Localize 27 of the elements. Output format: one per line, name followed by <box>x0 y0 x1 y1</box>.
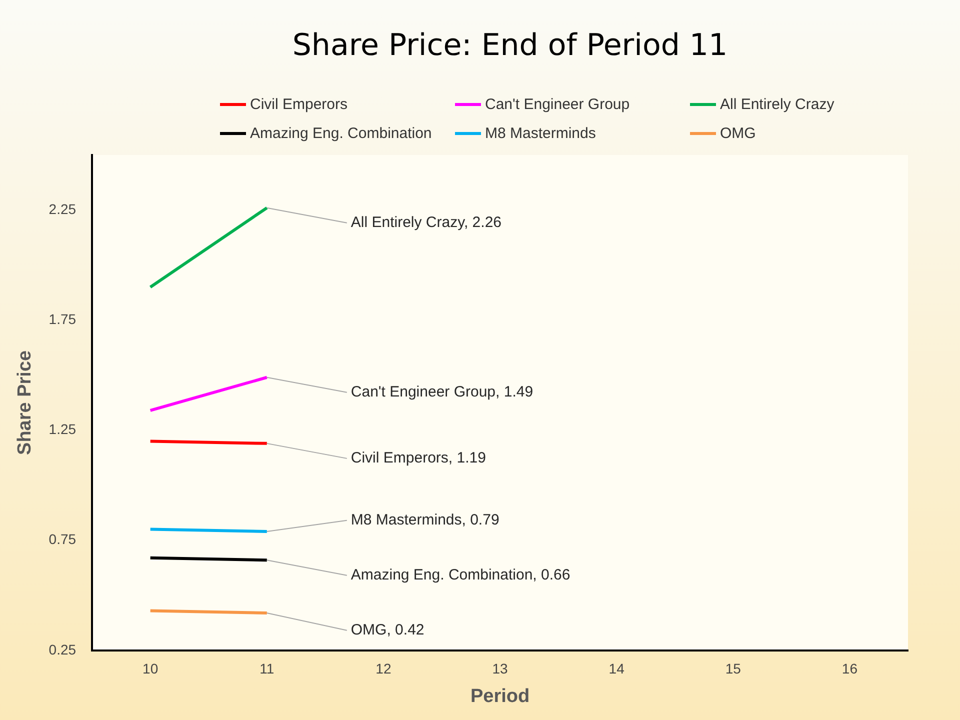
x-tick-label: 15 <box>725 660 742 677</box>
annotation: M8 Masterminds, 0.79 <box>350 512 500 529</box>
x-tick-label: 10 <box>142 660 158 677</box>
legend-label: Can't Engineer Group <box>485 96 630 113</box>
annotation: All Entirely Crazy, 2.26 <box>350 214 502 231</box>
annotation: Can't Engineer Group, 1.49 <box>350 384 534 401</box>
legend-label: All Entirely Crazy <box>720 96 834 113</box>
y-tick-label: 0.75 <box>48 531 76 548</box>
x-tick-label: 16 <box>842 660 858 677</box>
x-tick-label: 11 <box>260 660 274 677</box>
x-tick-label: 14 <box>608 660 625 677</box>
legend-label: OMG <box>720 125 756 142</box>
annotation: OMG, 0.42 <box>350 622 424 639</box>
y-tick-label: 0.25 <box>48 641 76 658</box>
annotation: Amazing Eng. Combination, 0.66 <box>350 566 570 584</box>
legend-label: Civil Emperors <box>250 96 348 113</box>
legend-label: Amazing Eng. Combination <box>250 125 432 142</box>
x-tick-label: 12 <box>376 660 392 677</box>
y-tick-label: 2.25 <box>48 200 76 217</box>
annotation: Civil Emperors, 1.19 <box>350 450 486 467</box>
y-axis-title: Share Price <box>14 350 36 455</box>
x-tick-label: 13 <box>492 660 508 677</box>
x-axis-title: Period <box>470 686 530 707</box>
chart-title: Share Price: End of Period 11 <box>291 28 729 63</box>
legend-label: M8 Masterminds <box>485 125 596 142</box>
y-tick-label: 1.25 <box>48 421 76 438</box>
y-tick-label: 1.75 <box>48 310 76 327</box>
